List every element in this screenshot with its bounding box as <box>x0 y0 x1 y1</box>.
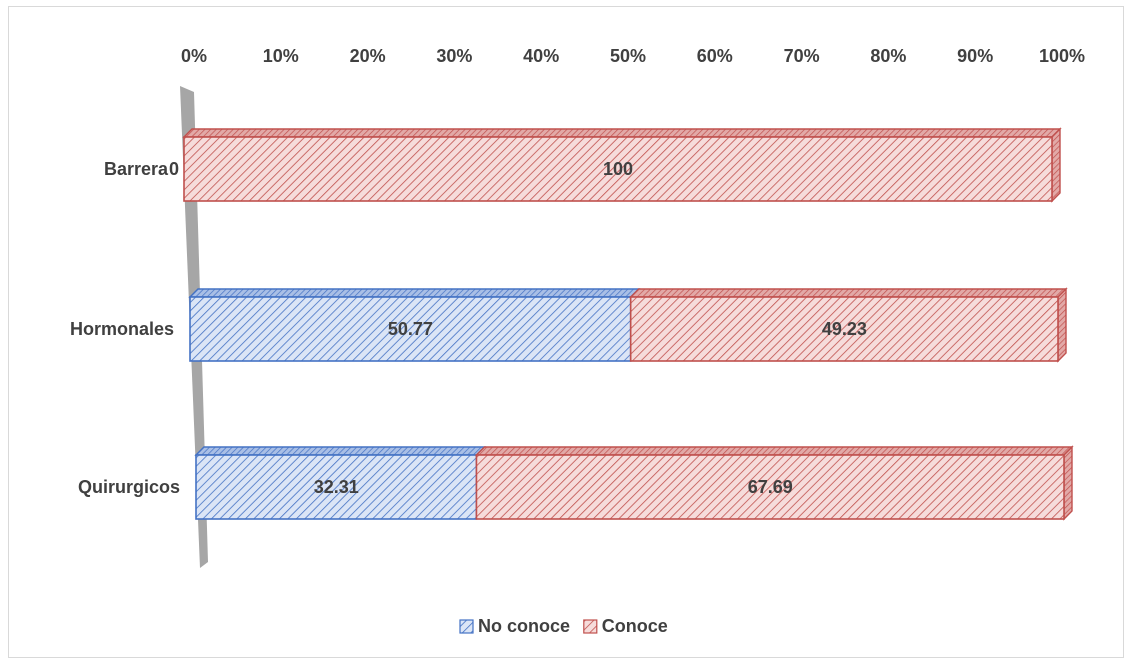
x-tick-label: 30% <box>436 46 472 66</box>
x-tick-label: 90% <box>957 46 993 66</box>
x-tick-label: 10% <box>263 46 299 66</box>
x-tick-label: 70% <box>784 46 820 66</box>
category-label-quirurgicos: Quirurgicos <box>78 477 180 497</box>
x-tick-label: 50% <box>610 46 646 66</box>
bar-conoce-barrera <box>182 127 1062 203</box>
data-label-no-conoce-hormonales: 50.77 <box>388 319 433 339</box>
category-label-barrera: Barrera <box>104 159 169 179</box>
data-label-no-conoce-barrera: 0 <box>169 159 179 179</box>
bar-conoce-hormonales <box>628 287 1068 363</box>
legend-item-conoce: Conoce <box>583 616 668 636</box>
legend-label-conoce: Conoce <box>602 616 668 636</box>
data-labels: 0 100 50.77 49.23 32.31 67.69 <box>169 159 867 497</box>
x-tick-label: 100% <box>1039 46 1085 66</box>
category-label-hormonales: Hormonales <box>70 319 174 339</box>
x-tick-label: 40% <box>523 46 559 66</box>
data-label-no-conoce-quirurgicos: 32.31 <box>314 477 359 497</box>
chart-bars <box>182 127 1074 521</box>
data-label-conoce-hormonales: 49.23 <box>822 319 867 339</box>
x-tick-label: 80% <box>870 46 906 66</box>
bar-conoce-quirurgicos <box>474 445 1074 521</box>
legend-swatch-conoce <box>583 619 598 634</box>
legend-item-no-conoce: No conoce <box>459 616 570 636</box>
x-tick-label: 60% <box>697 46 733 66</box>
x-tick-label: 0% <box>181 46 207 66</box>
x-tick-label: 20% <box>350 46 386 66</box>
legend-swatch-no-conoce <box>459 619 474 634</box>
data-label-conoce-barrera: 100 <box>603 159 633 179</box>
data-label-conoce-quirurgicos: 67.69 <box>748 477 793 497</box>
chart-legend: No conoce Conoce <box>459 616 668 636</box>
y-axis-categories: Barrera Hormonales Quirurgicos <box>70 159 180 497</box>
legend-label-no-conoce: No conoce <box>478 616 570 636</box>
x-axis-ticks: 0% 10% 20% 30% 40% 50% 60% 70% 80% 90% 100% <box>181 46 1085 66</box>
bar-no-conoce-hormonales <box>188 288 641 362</box>
